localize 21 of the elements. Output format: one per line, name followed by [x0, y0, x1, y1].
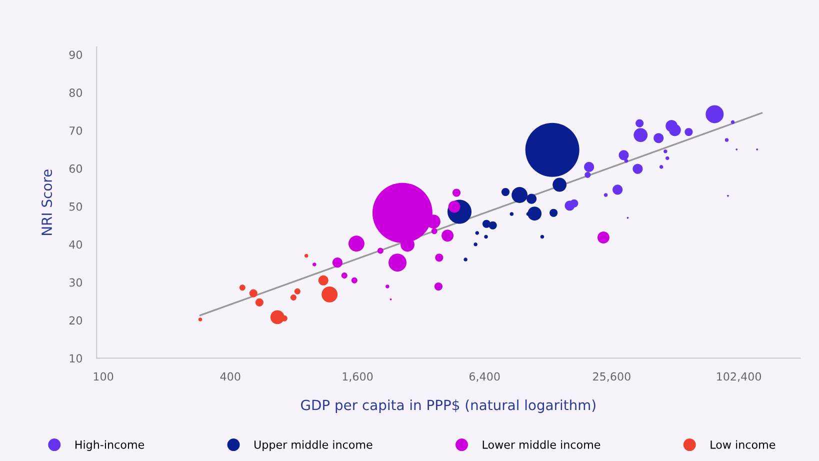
x-tick-label: 100 — [94, 372, 114, 381]
x-tick-label: 400 — [220, 372, 240, 381]
legend-label: High-income — [75, 440, 144, 451]
y-tick-label: 30 — [69, 278, 82, 287]
y-tick-label: 60 — [69, 164, 82, 173]
y-tick-label: 10 — [70, 354, 82, 363]
legend-label: Lower middle income — [482, 440, 600, 449]
legend-label: Upper middle income — [254, 440, 372, 451]
x-axis-title: GDP per capita in PPP$ (natural logarithm) — [301, 400, 596, 413]
y-tick-label: 90 — [69, 50, 82, 59]
y-tick-label: 70 — [70, 126, 82, 135]
y-tick-label: 80 — [69, 88, 82, 97]
y-axis-title: NRI Score — [42, 170, 52, 235]
x-tick-label: 1,600 — [342, 372, 373, 382]
y-tick-label: 40 — [69, 240, 82, 249]
x-tick-label: 102,400 — [717, 372, 762, 382]
y-tick-label: 20 — [69, 316, 82, 325]
x-tick-label: 25,600 — [593, 372, 630, 382]
y-tick-label: 50 — [69, 202, 82, 211]
x-tick-label: 6,400 — [469, 372, 500, 382]
legend-label: Low income — [710, 440, 776, 449]
